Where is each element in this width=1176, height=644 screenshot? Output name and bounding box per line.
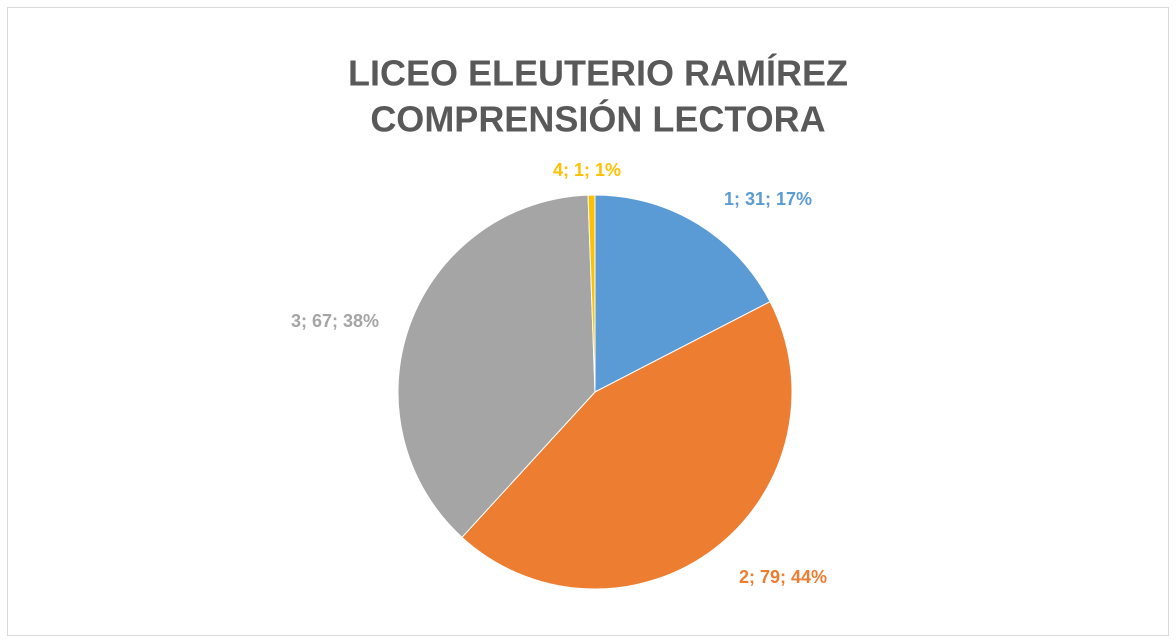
pie-slice bbox=[594, 194, 771, 393]
data-label: 2; 79; 44% bbox=[739, 567, 827, 587]
chart-title: LICEO ELEUTERIO RAMÍREZ bbox=[348, 53, 848, 94]
data-label: 3; 67; 38% bbox=[291, 311, 379, 331]
pie-slice bbox=[587, 194, 596, 393]
data-label: 1; 31; 17% bbox=[724, 189, 812, 209]
pie-slice bbox=[461, 300, 793, 590]
pie-slice bbox=[397, 194, 596, 539]
chart-title: COMPRENSIÓN LECTORA bbox=[370, 98, 825, 140]
data-label: 4; 1; 1% bbox=[553, 160, 621, 180]
